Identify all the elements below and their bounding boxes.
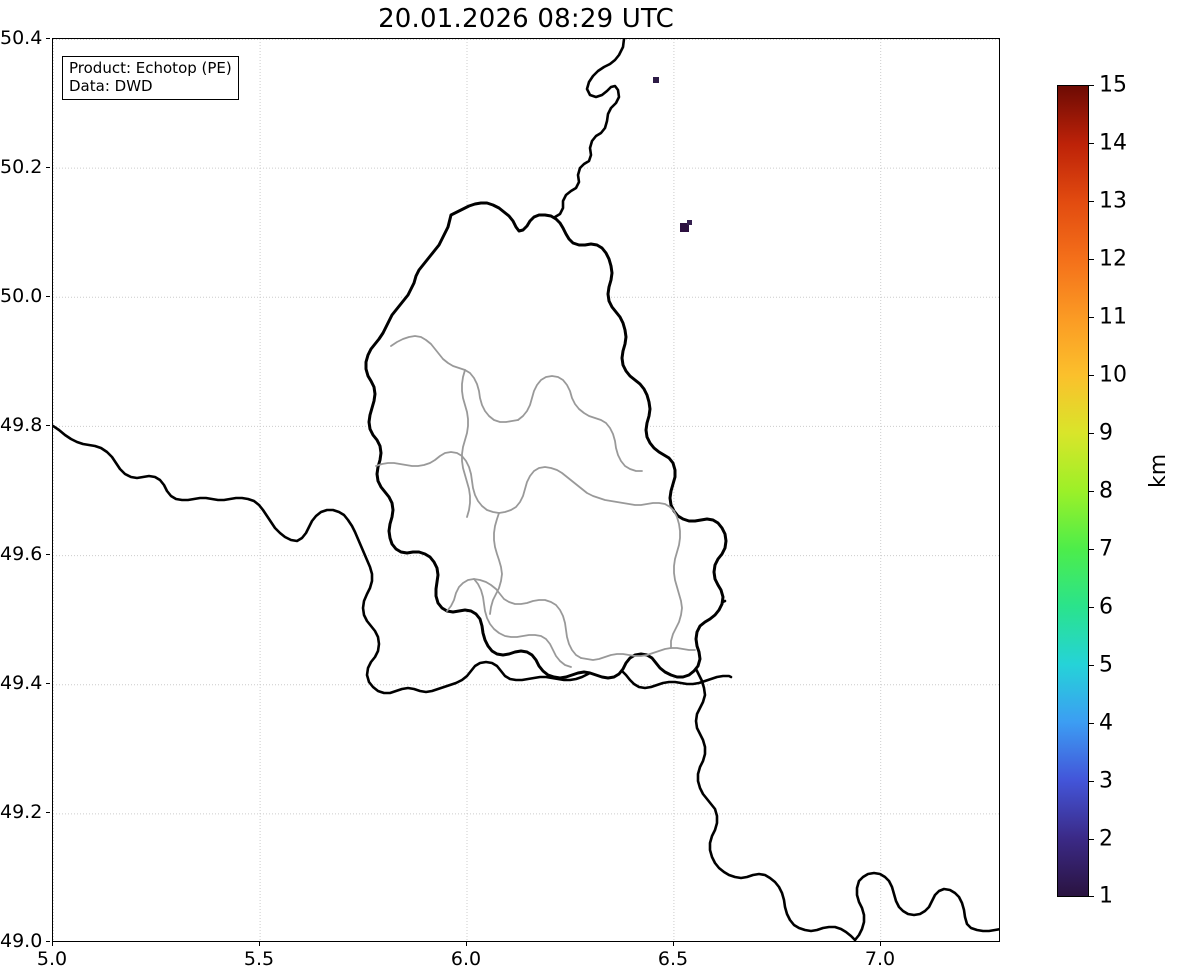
y-tick-label: 49.6 <box>0 543 43 565</box>
y-tick-label: 50.0 <box>0 285 43 307</box>
info-data-line: Data: DWD <box>69 76 153 95</box>
y-tick-label: 50.2 <box>0 156 43 178</box>
colorbar-tick <box>1089 896 1094 898</box>
x-tickmark <box>52 942 54 946</box>
colorbar-tick <box>1089 607 1094 609</box>
colorbar-tick <box>1089 259 1094 261</box>
y-tickmark <box>46 167 50 169</box>
x-tick-label: 5.0 <box>36 948 68 970</box>
x-tick-label: 7.0 <box>864 948 896 970</box>
colorbar-tick-label: 4 <box>1099 710 1113 736</box>
y-tick-label: 49.4 <box>0 672 43 694</box>
x-tickmark <box>259 942 261 946</box>
y-tickmark <box>46 425 50 427</box>
colorbar-tick <box>1089 839 1094 841</box>
x-tick-label: 6.0 <box>450 948 482 970</box>
echotop-cell <box>653 77 659 83</box>
info-product-line: Product: Echotop (PE) <box>69 59 232 77</box>
colorbar-tick <box>1089 491 1094 493</box>
map-canvas <box>53 39 999 941</box>
x-tickmark <box>673 942 675 946</box>
colorbar-tick-label: 9 <box>1099 420 1113 446</box>
border-saarland-rhineland <box>853 871 999 941</box>
echotop-cell <box>680 223 689 232</box>
luxembourg-canton-borders <box>375 335 696 668</box>
colorbar-tick-label: 12 <box>1099 246 1127 272</box>
info-legend-box: Product: Echotop (PE) Data: DWD <box>62 56 239 101</box>
colorbar-tick-label: 14 <box>1099 130 1127 156</box>
colorbar-tick-label: 15 <box>1099 72 1127 98</box>
colorbar-tick <box>1089 201 1094 203</box>
colorbar-tick-label: 3 <box>1099 768 1113 794</box>
page-title: 20.01.2026 08:29 UTC <box>378 4 674 34</box>
colorbar-tick-label: 7 <box>1099 536 1113 562</box>
x-tickmark <box>466 942 468 946</box>
y-tickmark <box>46 812 50 814</box>
y-tickmark <box>46 941 50 943</box>
x-tick-label: 5.5 <box>243 948 275 970</box>
colorbar-gradient <box>1057 85 1089 897</box>
colorbar-tick-label: 8 <box>1099 478 1113 504</box>
echotop-cell <box>687 220 692 225</box>
colorbar-tick-label: 10 <box>1099 362 1127 388</box>
colorbar-tick-label: 11 <box>1099 304 1127 330</box>
y-tick-label: 49.0 <box>0 930 43 952</box>
y-tick-label: 50.4 <box>0 27 43 49</box>
echotop-data-cells <box>653 77 692 232</box>
y-tickmark <box>46 554 50 556</box>
colorbar-tick <box>1089 317 1094 319</box>
colorbar-axis-label: km <box>1146 453 1171 488</box>
colorbar-tick-label: 2 <box>1099 826 1113 852</box>
y-tickmark <box>46 38 50 40</box>
colorbar-tick <box>1089 665 1094 667</box>
colorbar-tick <box>1089 723 1094 725</box>
luxembourg-national-border <box>364 201 728 680</box>
map-plot-area[interactable]: Product: Echotop (PE) Data: DWD <box>52 38 1000 942</box>
colorbar-tick-label: 1 <box>1099 883 1113 909</box>
colorbar-tick <box>1089 375 1094 377</box>
colorbar-tick-label: 13 <box>1099 188 1127 214</box>
x-tick-label: 6.5 <box>657 948 689 970</box>
colorbar[interactable]: 15 14 13 12 11 10 9 8 7 6 5 4 3 2 1 <box>1057 73 1127 909</box>
colorbar-tick <box>1089 143 1094 145</box>
x-tickmark <box>880 942 882 946</box>
y-tick-label: 49.2 <box>0 801 43 823</box>
colorbar-tick <box>1089 781 1094 783</box>
y-tickmark <box>46 683 50 685</box>
colorbar-tick <box>1089 85 1094 87</box>
y-tick-label: 49.8 <box>0 414 43 436</box>
colorbar-tick <box>1089 549 1094 551</box>
colorbar-tick <box>1089 433 1094 435</box>
colorbar-tick-label: 5 <box>1099 652 1113 678</box>
colorbar-tick-label: 6 <box>1099 594 1113 620</box>
y-tickmark <box>46 296 50 298</box>
